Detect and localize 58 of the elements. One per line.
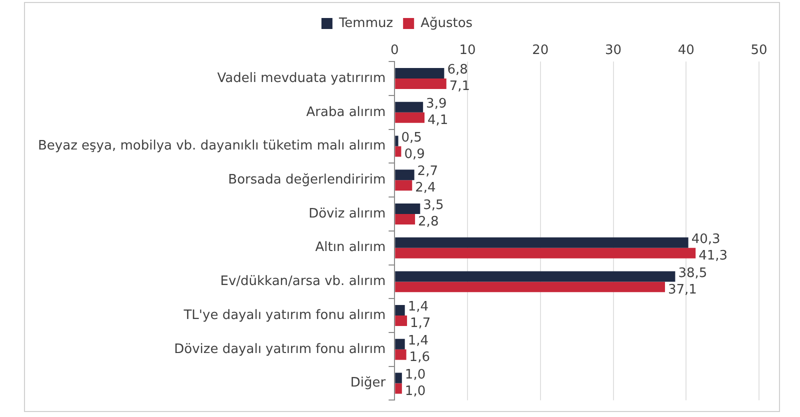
x-tick-label: 50	[750, 43, 768, 58]
x-tick-label: 40	[678, 43, 694, 58]
bar	[395, 338, 405, 350]
bar	[395, 78, 446, 90]
y-tick-label: Borsada değerlendiririm	[228, 172, 386, 188]
bar	[395, 136, 398, 146]
y-tick-label: Diğer	[350, 376, 386, 391]
data-label: 3,9	[426, 96, 447, 112]
y-tick-label: TL'ye dayalı yatırım fonu alırım	[182, 308, 386, 323]
data-label: 37,1	[668, 282, 697, 298]
bar	[395, 68, 444, 79]
bar	[395, 214, 416, 224]
bar	[395, 372, 402, 384]
data-label: 6,8	[447, 62, 468, 78]
y-tick-label: Döviz alırım	[308, 206, 386, 222]
y-tick-label: Dövize dayalı yatırım fonu alırım	[174, 342, 386, 357]
bar	[395, 203, 420, 214]
bar	[395, 170, 414, 180]
bar	[395, 282, 665, 292]
bar	[395, 248, 696, 258]
data-label: 1,7	[410, 316, 431, 332]
data-label: 0,9	[404, 146, 425, 162]
bar	[395, 349, 406, 360]
bar	[395, 237, 688, 248]
bar	[395, 146, 402, 157]
legend-label: Ağustos	[420, 16, 473, 31]
data-label: 2,7	[417, 164, 438, 180]
x-tick-label: 10	[459, 43, 476, 58]
data-label: 2,4	[415, 180, 436, 196]
legend-label: Temmuz	[338, 16, 394, 31]
data-label: 1,0	[404, 384, 426, 399]
y-tick-label: Altın alırım	[315, 240, 386, 256]
bar	[395, 102, 424, 112]
bar	[395, 305, 405, 316]
data-label: 38,5	[678, 266, 708, 281]
bar	[395, 271, 676, 282]
data-label: 0,5	[401, 130, 422, 146]
data-label: 3,5	[423, 198, 444, 214]
y-tick-label: Beyaz eşya, mobilya vb. dayanıklı tüketim malı alırım	[38, 138, 386, 154]
data-label: 1,0	[404, 367, 426, 382]
data-label: 7,1	[449, 79, 470, 94]
data-label: 1,4	[408, 334, 429, 349]
data-label: 40,3	[691, 232, 720, 247]
bar	[395, 112, 425, 123]
bar	[395, 383, 402, 394]
bar	[395, 180, 412, 191]
bar	[395, 316, 408, 326]
x-tick-label: 30	[604, 43, 622, 58]
data-label: 4,1	[428, 113, 448, 128]
y-tick-label: Vadeli mevduata yatırırım	[217, 70, 386, 86]
data-label: 1,4	[408, 300, 429, 315]
data-label: 2,8	[418, 214, 439, 230]
x-tick-label: 0	[390, 43, 399, 58]
data-label: 1,6	[409, 350, 430, 366]
x-tick-label: 20	[532, 43, 549, 58]
y-tick-label: Ev/dükkan/arsa vb. alırım	[220, 274, 386, 290]
y-tick-label: Araba alırım	[306, 104, 386, 120]
data-label: 41,3	[698, 248, 728, 264]
